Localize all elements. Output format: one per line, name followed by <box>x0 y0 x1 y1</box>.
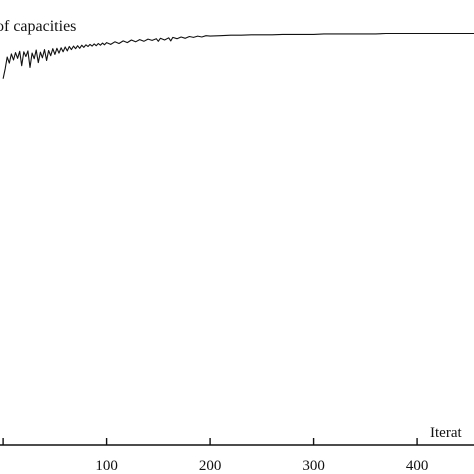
x-tick-label: 300 <box>302 458 325 474</box>
x-tick-label: 100 <box>95 458 118 474</box>
x-axis-label: Iterat <box>430 425 462 441</box>
series-line <box>2 32 474 79</box>
x-tick-label: 400 <box>406 458 429 474</box>
series-group <box>2 32 474 79</box>
x-ticks: 100 200 300 400 <box>2 438 429 474</box>
chart-title: of capacities <box>0 18 76 35</box>
x-tick-label: 200 <box>199 458 222 474</box>
